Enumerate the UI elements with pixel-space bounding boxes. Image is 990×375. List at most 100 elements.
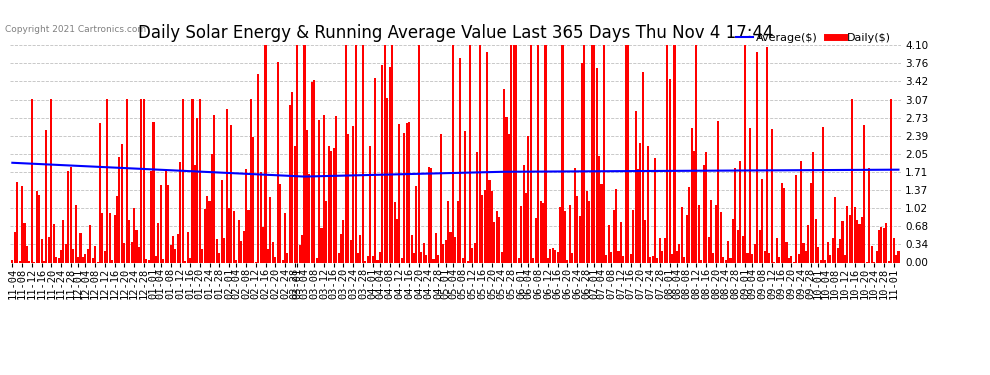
Bar bbox=[443, 244, 445, 262]
Bar bbox=[483, 189, 486, 262]
Bar bbox=[571, 253, 573, 262]
Bar bbox=[354, 45, 356, 262]
Bar bbox=[221, 180, 223, 262]
Bar bbox=[182, 99, 184, 262]
Bar bbox=[321, 228, 323, 262]
Bar bbox=[603, 45, 605, 262]
Bar bbox=[708, 237, 710, 262]
Bar bbox=[663, 238, 666, 262]
Bar bbox=[800, 161, 802, 262]
Bar bbox=[613, 210, 615, 262]
Bar bbox=[520, 207, 522, 262]
Bar bbox=[742, 236, 743, 262]
Bar bbox=[128, 220, 131, 262]
Bar bbox=[766, 46, 768, 262]
Bar bbox=[561, 45, 563, 262]
Bar bbox=[79, 232, 81, 262]
Bar bbox=[430, 168, 432, 262]
Bar bbox=[226, 110, 228, 262]
Bar bbox=[245, 169, 248, 262]
Bar bbox=[456, 201, 459, 262]
Bar bbox=[511, 45, 513, 262]
Bar bbox=[184, 261, 186, 262]
Bar bbox=[837, 248, 839, 262]
Bar bbox=[640, 143, 642, 262]
Bar bbox=[401, 258, 403, 262]
Bar bbox=[92, 258, 94, 262]
Bar bbox=[164, 170, 166, 262]
Bar bbox=[133, 207, 135, 262]
Bar bbox=[296, 45, 298, 262]
Bar bbox=[676, 251, 678, 262]
Bar bbox=[693, 151, 695, 262]
Bar bbox=[338, 253, 340, 262]
Bar bbox=[751, 254, 753, 262]
Bar bbox=[104, 251, 106, 262]
Bar bbox=[533, 258, 535, 262]
Bar bbox=[167, 185, 169, 262]
Bar bbox=[340, 234, 342, 262]
Bar bbox=[732, 219, 734, 262]
Bar bbox=[715, 205, 717, 262]
Bar bbox=[21, 186, 23, 262]
Bar bbox=[474, 243, 476, 262]
Bar bbox=[249, 99, 251, 262]
Bar bbox=[326, 201, 328, 262]
Bar bbox=[740, 160, 742, 262]
Bar bbox=[174, 249, 176, 262]
Bar bbox=[540, 201, 542, 262]
Bar bbox=[299, 245, 301, 262]
Bar bbox=[11, 261, 14, 262]
Bar bbox=[846, 206, 848, 262]
Bar bbox=[798, 254, 800, 262]
Bar bbox=[508, 134, 510, 262]
Bar bbox=[620, 222, 622, 262]
Bar bbox=[690, 128, 693, 262]
Bar bbox=[681, 207, 683, 262]
Bar bbox=[186, 232, 189, 262]
Bar bbox=[396, 219, 398, 262]
Bar bbox=[391, 45, 393, 262]
Bar bbox=[257, 74, 259, 262]
Bar bbox=[830, 255, 832, 262]
Bar bbox=[825, 260, 827, 262]
Bar bbox=[447, 201, 449, 262]
Bar bbox=[890, 99, 892, 262]
Bar bbox=[201, 249, 203, 262]
Bar bbox=[778, 257, 780, 262]
Bar bbox=[573, 168, 576, 262]
Bar bbox=[523, 165, 525, 262]
Bar bbox=[761, 179, 763, 262]
Bar bbox=[440, 134, 442, 262]
Bar bbox=[335, 116, 338, 262]
Bar bbox=[893, 238, 895, 262]
Bar bbox=[635, 111, 637, 262]
Bar bbox=[496, 211, 498, 262]
Bar bbox=[479, 45, 481, 262]
Bar bbox=[384, 45, 386, 262]
Bar bbox=[318, 120, 320, 262]
Bar bbox=[464, 131, 466, 262]
Bar bbox=[333, 148, 335, 262]
Bar bbox=[598, 156, 600, 262]
Bar bbox=[549, 249, 551, 262]
Bar bbox=[398, 124, 400, 262]
Bar bbox=[236, 260, 238, 262]
Bar bbox=[810, 183, 812, 262]
Bar bbox=[832, 238, 834, 262]
Bar bbox=[491, 191, 493, 262]
Bar bbox=[50, 99, 52, 262]
Bar bbox=[393, 202, 396, 262]
Bar bbox=[94, 246, 96, 262]
Bar bbox=[381, 65, 383, 262]
Bar bbox=[554, 251, 556, 262]
Bar bbox=[408, 122, 410, 262]
Bar bbox=[654, 158, 656, 262]
Bar bbox=[379, 252, 381, 262]
Bar bbox=[863, 125, 865, 262]
Bar bbox=[179, 162, 181, 262]
Bar bbox=[31, 99, 33, 262]
Bar bbox=[737, 230, 739, 262]
Bar bbox=[177, 234, 179, 262]
Bar bbox=[216, 240, 218, 262]
